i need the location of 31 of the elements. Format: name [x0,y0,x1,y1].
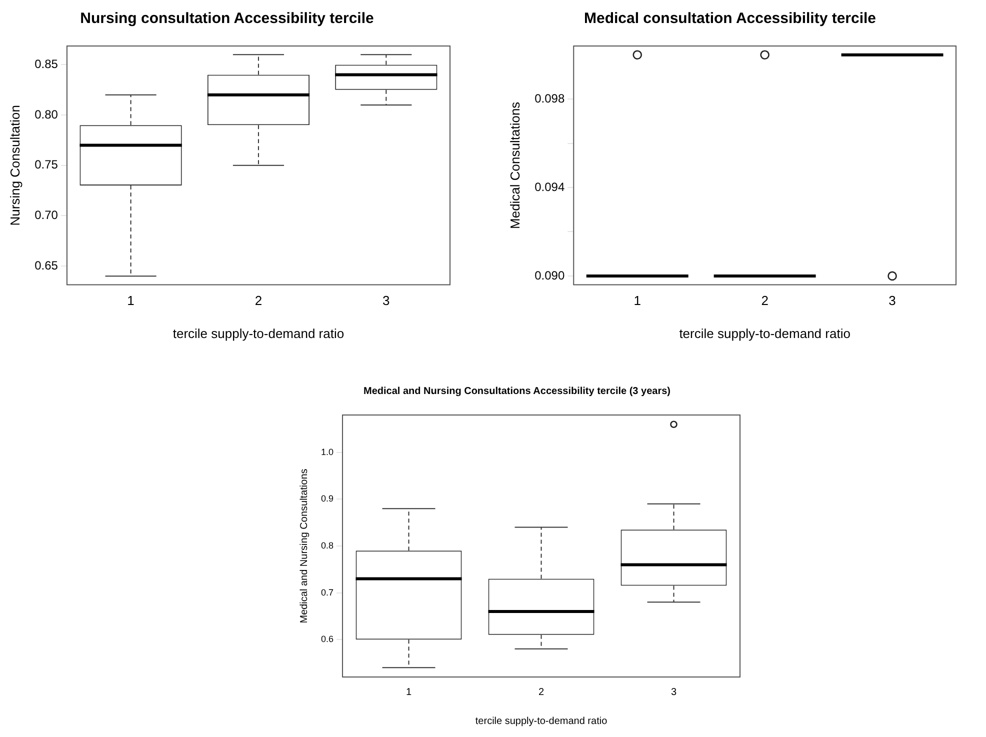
x-tick-label: 3 [382,293,390,308]
y-tick-label: 0.8 [320,540,334,550]
x-tick-label: 2 [538,686,544,698]
y-tick-label: 0.70 [34,208,58,222]
y-tick-label: 1.0 [320,446,334,457]
y-tick-label: 0.65 [34,258,58,272]
x-tick-label: 3 [888,293,896,308]
x-tick-label: 1 [634,293,641,308]
x-axis-title: tercile supply-to-demand ratio [172,326,344,341]
y-tick-label: 0.098 [534,91,565,106]
y-tick-label: 0.094 [534,180,565,194]
y-tick-label: 0.9 [320,494,334,504]
chart-title: Nursing consultation Accessibility tercile [80,10,374,28]
y-tick-label: 0.85 [34,57,58,72]
y-tick-label: 0.75 [34,158,58,172]
x-tick-label: 1 [406,686,412,698]
x-axis-title: tercile supply-to-demand ratio [475,716,608,727]
y-tick-label: 0.7 [320,587,334,598]
chart-title: Medical and Nursing Consultations Accessibility tercile (3 years) [364,386,670,397]
x-axis-title: tercile supply-to-demand ratio [679,326,850,341]
y-tick-label: 0.6 [320,634,334,644]
chart-title: Medical consultation Accessibility tercile [584,10,876,28]
y-axis-title: Medical and Nursing Consultations [298,468,310,624]
x-tick-label: 2 [761,293,768,308]
y-tick-label: 0.090 [534,268,565,282]
x-tick-label: 2 [254,293,262,308]
x-tick-label: 3 [670,686,677,698]
y-axis-title: Medical Consultations [507,101,522,229]
y-tick-label: 0.80 [34,107,58,122]
y-axis-title: Nursing Consultation [7,105,22,226]
x-tick-label: 1 [127,293,134,308]
